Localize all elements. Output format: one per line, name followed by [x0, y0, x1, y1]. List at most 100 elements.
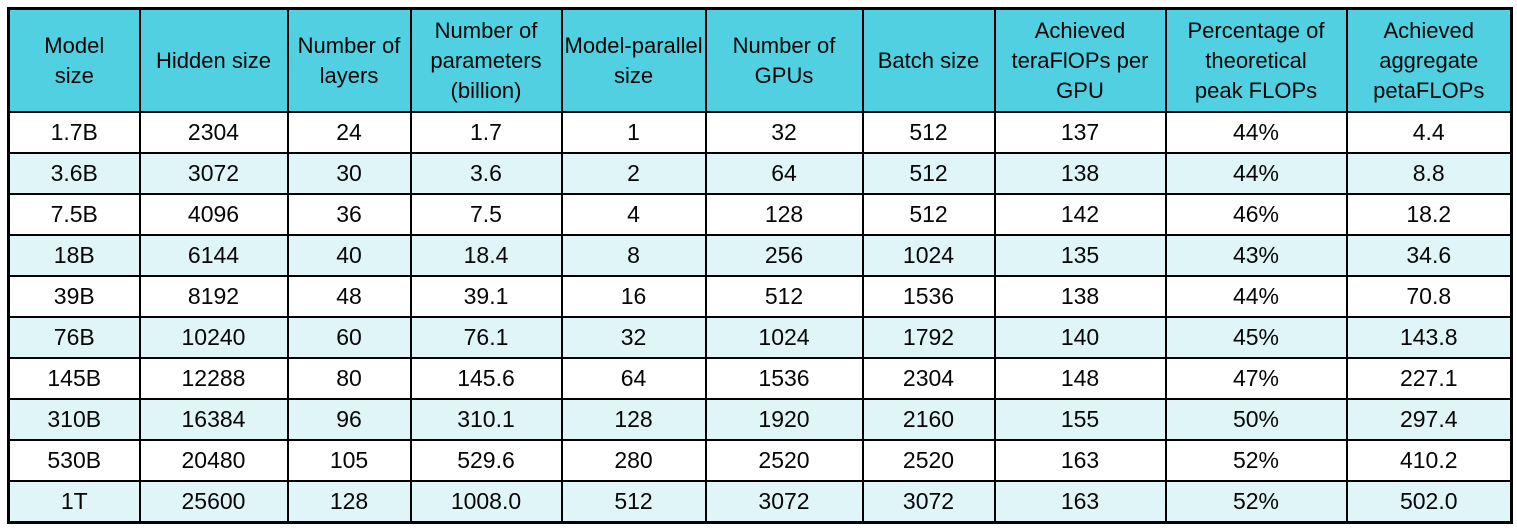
cell: 34.6 [1345, 234, 1513, 277]
cell: 256 [704, 234, 864, 277]
cell: 7.5 [409, 193, 563, 236]
header-row: Model size Hidden size Number of layers … [7, 7, 1513, 113]
cell: 52% [1164, 439, 1348, 482]
cell: 44% [1164, 152, 1348, 195]
cell: 48 [286, 275, 412, 318]
cell: 143.8 [1345, 316, 1513, 359]
column-header-model-parallel-size: Model-parallel size [560, 7, 707, 113]
cell: 3072 [861, 480, 996, 524]
table-row-18b: 18B 6144 40 18.4 8 256 1024 135 43% 34.6 [7, 234, 1513, 277]
cell: 512 [861, 152, 996, 195]
cell: 10240 [138, 316, 289, 359]
cell: 24 [286, 111, 412, 154]
cell: 43% [1164, 234, 1348, 277]
cell: 502.0 [1345, 480, 1513, 524]
cell: 145B [7, 357, 141, 400]
column-header-num-gpus: Number of GPUs [704, 7, 864, 113]
cell: 80 [286, 357, 412, 400]
cell: 128 [286, 480, 412, 524]
cell: 8.8 [1345, 152, 1513, 195]
cell: 310.1 [409, 398, 563, 441]
cell: 3072 [138, 152, 289, 195]
cell: 18.2 [1345, 193, 1513, 236]
table-row-39b: 39B 8192 48 39.1 16 512 1536 138 44% 70.… [7, 275, 1513, 318]
cell: 280 [560, 439, 707, 482]
cell: 138 [993, 152, 1167, 195]
cell: 530B [7, 439, 141, 482]
table-row-76b: 76B 10240 60 76.1 32 1024 1792 140 45% 1… [7, 316, 1513, 359]
table-row-1t: 1T 25600 128 1008.0 512 3072 3072 163 52… [7, 480, 1513, 524]
column-header-hidden-size: Hidden size [138, 7, 289, 113]
cell: 2304 [138, 111, 289, 154]
column-header-teraflops-per-gpu: Achieved teraFlOPs per GPU [993, 7, 1167, 113]
cell: 44% [1164, 111, 1348, 154]
cell: 1T [7, 480, 141, 524]
cell: 18B [7, 234, 141, 277]
cell: 2160 [861, 398, 996, 441]
cell: 3.6 [409, 152, 563, 195]
cell: 44% [1164, 275, 1348, 318]
cell: 1536 [861, 275, 996, 318]
table-row-145b: 145B 12288 80 145.6 64 1536 2304 148 47%… [7, 357, 1513, 400]
cell: 2304 [861, 357, 996, 400]
cell: 16384 [138, 398, 289, 441]
column-header-batch-size: Batch size [861, 7, 996, 113]
cell: 1024 [861, 234, 996, 277]
table-row-310b: 310B 16384 96 310.1 128 1920 2160 155 50… [7, 398, 1513, 441]
cell: 512 [861, 193, 996, 236]
cell: 20480 [138, 439, 289, 482]
cell: 512 [861, 111, 996, 154]
cell: 138 [993, 275, 1167, 318]
cell: 32 [704, 111, 864, 154]
table-row-3.6b: 3.6B 3072 30 3.6 2 64 512 138 44% 8.8 [7, 152, 1513, 195]
cell: 64 [704, 152, 864, 195]
column-header-aggregate-petaflops: Achieved aggregate petaFLOPs [1345, 7, 1513, 113]
cell: 39B [7, 275, 141, 318]
cell: 60 [286, 316, 412, 359]
cell: 1920 [704, 398, 864, 441]
cell: 105 [286, 439, 412, 482]
cell: 25600 [138, 480, 289, 524]
cell: 36 [286, 193, 412, 236]
cell: 137 [993, 111, 1167, 154]
cell: 6144 [138, 234, 289, 277]
cell: 64 [560, 357, 707, 400]
cell: 1536 [704, 357, 864, 400]
cell: 512 [704, 275, 864, 318]
column-header-num-parameters: Number of parameters (billion) [409, 7, 563, 113]
table-row-7.5b: 7.5B 4096 36 7.5 4 128 512 142 46% 18.2 [7, 193, 1513, 236]
cell: 512 [560, 480, 707, 524]
cell: 128 [560, 398, 707, 441]
cell: 142 [993, 193, 1167, 236]
cell: 76B [7, 316, 141, 359]
cell: 140 [993, 316, 1167, 359]
cell: 163 [993, 480, 1167, 524]
cell: 145.6 [409, 357, 563, 400]
cell: 76.1 [409, 316, 563, 359]
table-row-530b: 530B 20480 105 529.6 280 2520 2520 163 5… [7, 439, 1513, 482]
cell: 148 [993, 357, 1167, 400]
cell: 1792 [861, 316, 996, 359]
cell: 1008.0 [409, 480, 563, 524]
cell: 12288 [138, 357, 289, 400]
column-header-num-layers: Number of layers [286, 7, 412, 113]
cell: 70.8 [1345, 275, 1513, 318]
column-header-peak-flops-percent: Percentage of theoretical peak FLOPs [1164, 7, 1348, 113]
cell: 2520 [704, 439, 864, 482]
table-row-1.7b: 1.7B 2304 24 1.7 1 32 512 137 44% 4.4 [7, 111, 1513, 154]
cell: 3.6B [7, 152, 141, 195]
cell: 40 [286, 234, 412, 277]
cell: 96 [286, 398, 412, 441]
cell: 52% [1164, 480, 1348, 524]
cell: 47% [1164, 357, 1348, 400]
cell: 4 [560, 193, 707, 236]
model-scaling-table: Model size Hidden size Number of layers … [7, 7, 1513, 524]
cell: 1 [560, 111, 707, 154]
cell: 30 [286, 152, 412, 195]
cell: 50% [1164, 398, 1348, 441]
cell: 128 [704, 193, 864, 236]
cell: 4096 [138, 193, 289, 236]
cell: 297.4 [1345, 398, 1513, 441]
cell: 410.2 [1345, 439, 1513, 482]
cell: 8192 [138, 275, 289, 318]
